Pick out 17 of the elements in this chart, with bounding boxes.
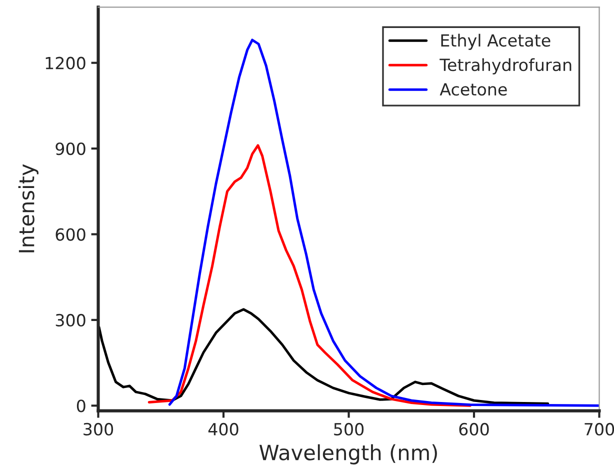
y-axis-title: Intensity (18, 164, 38, 252)
line-series (98, 308, 550, 405)
y-tick-label: 600 (56, 228, 86, 241)
y-tick-label: 900 (56, 142, 86, 156)
legend-label: Ethyl Acetate (441, 34, 550, 50)
y-tick-label: 300 (56, 314, 86, 327)
x-tick-label: 300 (84, 422, 114, 436)
x-tick-label: 500 (334, 422, 364, 436)
line-series (148, 144, 472, 407)
x-tick-label: 700 (584, 422, 614, 436)
y-tick-label: 1200 (46, 56, 86, 70)
x-axis-title: Wavelength (nm) (259, 444, 437, 464)
x-tick-label: 400 (208, 422, 238, 436)
y-tick-label: 0 (76, 400, 86, 412)
legend-label: Acetone (440, 83, 507, 96)
x-tick-label: 600 (459, 422, 489, 436)
legend-label: Tetrahydrofuran (440, 58, 572, 74)
